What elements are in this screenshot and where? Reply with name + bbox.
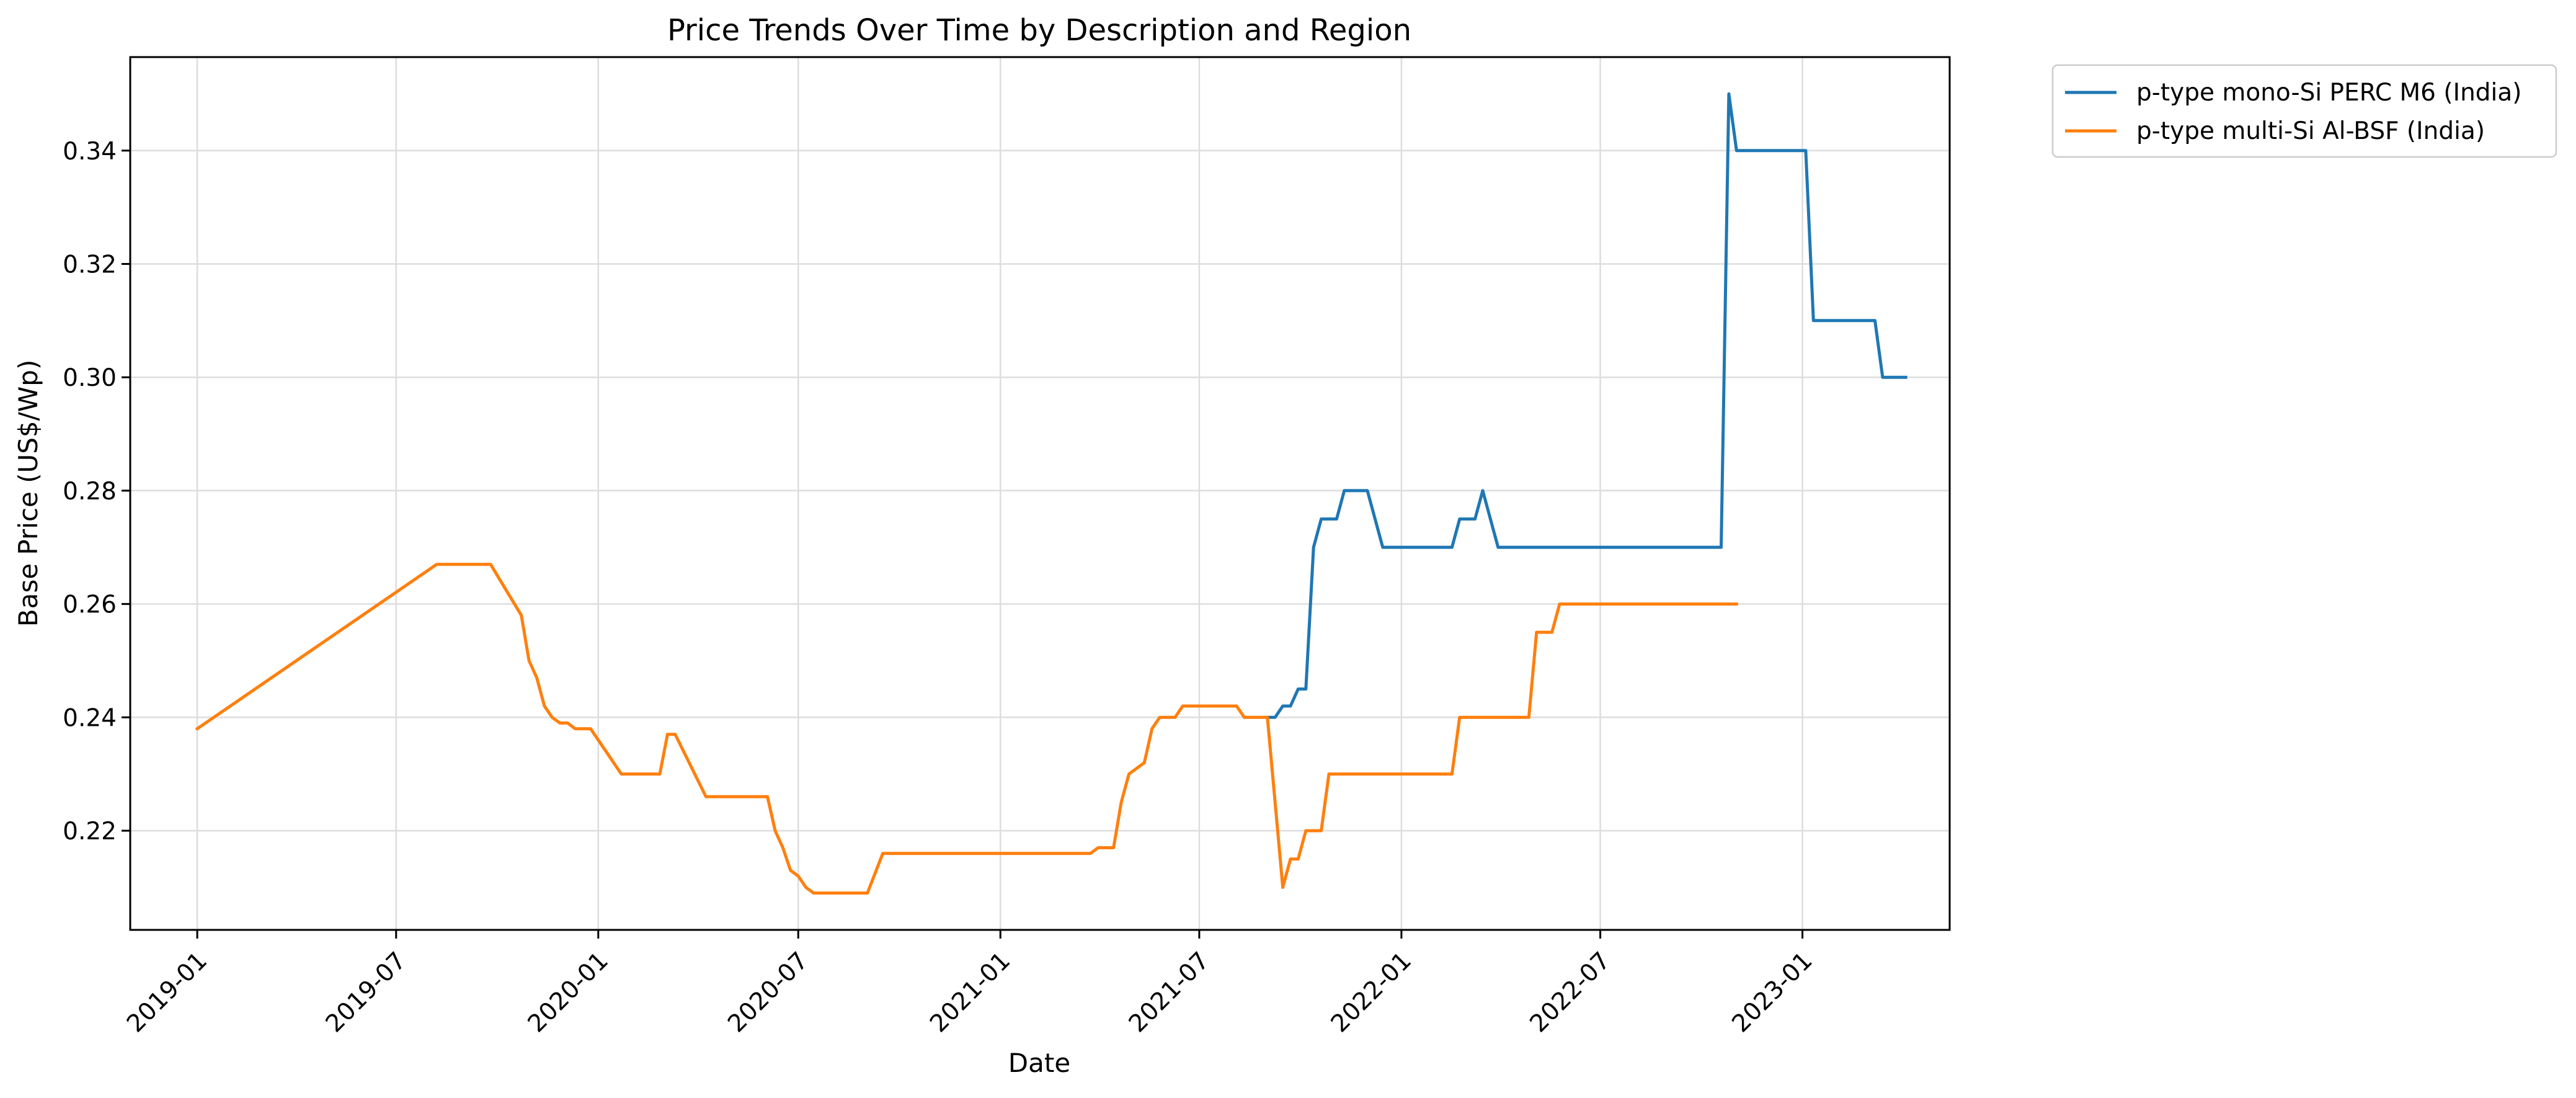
plot-frame	[129, 56, 1951, 931]
legend-label-multi-si: p-type multi-Si Al-BSF (India)	[2136, 117, 2485, 145]
y-tick-label: 0.26	[63, 591, 117, 619]
y-tick-label: 0.24	[63, 704, 117, 732]
series-layer	[195, 92, 1908, 895]
y-tick-label: 0.28	[63, 478, 117, 506]
y-axis-title: Base Price (US$/Wp)	[13, 360, 43, 627]
x-axis-title: Date	[1008, 1048, 1070, 1078]
series-line-0	[1266, 92, 1908, 719]
grid-layer	[130, 57, 1950, 930]
y-tick-label: 0.30	[63, 364, 117, 392]
series-line-1	[195, 563, 1738, 895]
legend-box	[2051, 64, 2557, 158]
y-tick-label: 0.32	[63, 251, 117, 279]
legend-label-mono-si: p-type mono-Si PERC M6 (India)	[2136, 79, 2522, 107]
legend: p-type mono-Si PERC M6 (India) p-type mu…	[2051, 64, 2557, 158]
y-tick-label: 0.22	[63, 818, 117, 846]
chart-title: Price Trends Over Time by Description an…	[667, 13, 1411, 48]
y-tick-label: 0.34	[63, 138, 117, 166]
